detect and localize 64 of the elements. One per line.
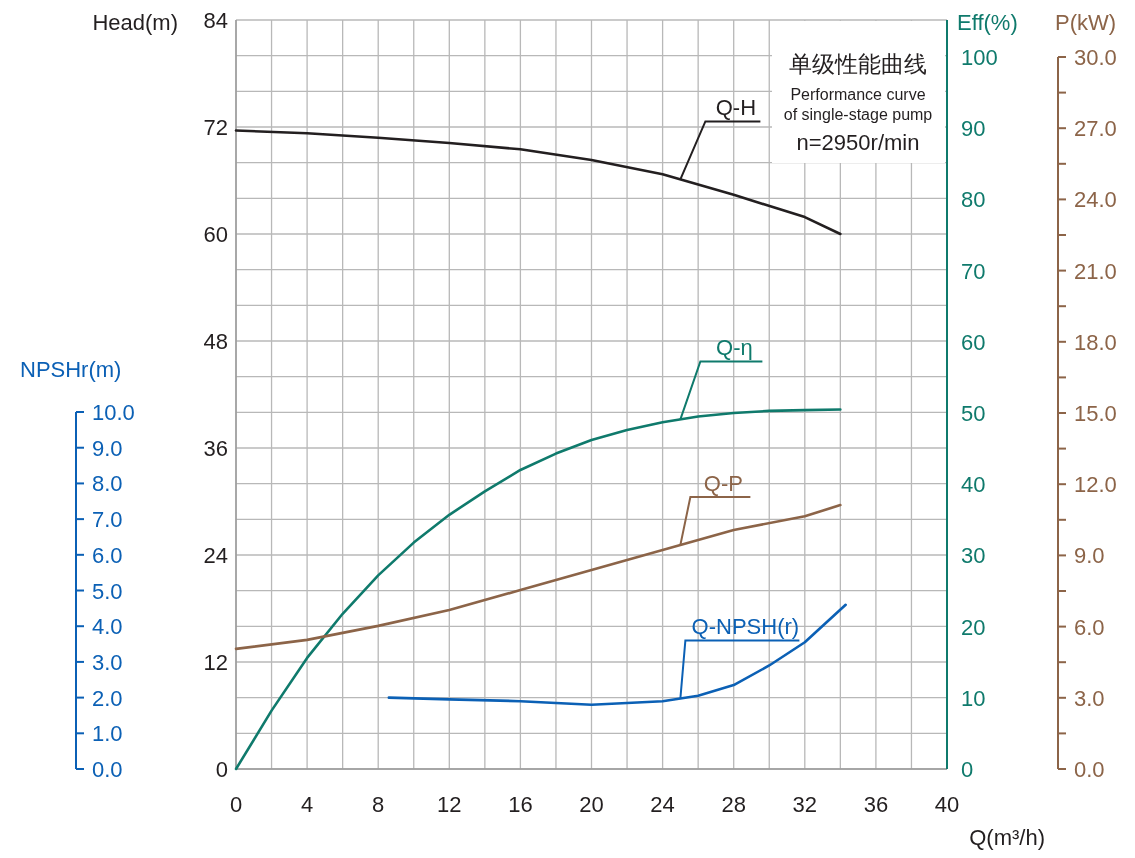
x-tick-label: 4 bbox=[300, 792, 314, 817]
y-tick-label: 6.0 bbox=[92, 542, 123, 568]
y-tick-label: 24 bbox=[203, 543, 228, 568]
y2-tick-label: 10 bbox=[961, 685, 986, 711]
annotation: Performance curve bbox=[790, 86, 926, 103]
y-tick-label: 5.0 bbox=[92, 578, 123, 604]
annotation: 单级性能曲线 bbox=[789, 51, 927, 77]
x-tick-label: 24 bbox=[650, 792, 675, 817]
y3-tick-label: 3.0 bbox=[1074, 685, 1105, 711]
y2-tick-label: 50 bbox=[961, 401, 986, 427]
y-axis-title: Head(m) bbox=[92, 10, 178, 35]
y3-tick-label: 6.0 bbox=[1074, 614, 1105, 640]
x-tick-label: 28 bbox=[721, 792, 746, 817]
y2-tick-label: 20 bbox=[961, 614, 986, 640]
y2-tick-label: 60 bbox=[961, 329, 986, 355]
y2-tick-label: 80 bbox=[961, 187, 986, 213]
y3-tick-label: 15.0 bbox=[1074, 401, 1117, 426]
y-tick-label: 2.0 bbox=[92, 685, 123, 711]
y3-tick-label: 9.0 bbox=[1074, 543, 1105, 569]
y-tick-label: 1.0 bbox=[92, 721, 123, 747]
y-tick-label: 0.0 bbox=[92, 757, 123, 782]
series-label: Q-NPSH(r) bbox=[691, 614, 800, 640]
y-tick-label: 9.0 bbox=[92, 435, 123, 461]
y-tick-label: 8.0 bbox=[92, 471, 123, 497]
y-tick-label: 4.0 bbox=[92, 614, 123, 640]
y2-tick-label: 90 bbox=[961, 116, 986, 142]
y3-axis-title: P(kW) bbox=[1055, 10, 1117, 35]
x-tick-label: 8 bbox=[372, 792, 385, 817]
y-tick-label: 36 bbox=[203, 436, 228, 461]
x-tick-label: 40 bbox=[934, 792, 960, 817]
annotation: of single-stage pump bbox=[783, 106, 933, 123]
x-tick-label: 12 bbox=[437, 792, 462, 817]
y3-tick-label: 0.0 bbox=[1074, 757, 1105, 782]
y-tick-label: 7.0 bbox=[92, 507, 123, 533]
y3-tick-label: 30.0 bbox=[1074, 45, 1117, 70]
x-tick-label: 36 bbox=[863, 792, 889, 817]
y3-tick-label: 18.0 bbox=[1074, 329, 1117, 355]
x-tick-label: 16 bbox=[508, 792, 533, 817]
y-tick-label: 12 bbox=[203, 650, 228, 675]
y3-tick-label: 27.0 bbox=[1074, 116, 1117, 142]
y2-axis-title: Eff(%) bbox=[957, 10, 1018, 35]
y-tick-label: 72 bbox=[203, 115, 228, 140]
y3-tick-label: 24.0 bbox=[1074, 187, 1117, 213]
y-tick-label: 0 bbox=[215, 757, 228, 782]
y-tick-label: 10.0 bbox=[92, 400, 135, 426]
annotation: n=2950r/min bbox=[796, 130, 920, 155]
text: Q-η bbox=[716, 335, 753, 361]
y-tick-label: 84 bbox=[203, 8, 228, 33]
y-tick-label: 3.0 bbox=[92, 649, 123, 675]
y3-tick-label: 21.0 bbox=[1074, 258, 1117, 284]
y2-tick-label: 30 bbox=[961, 543, 986, 569]
y-tick-label: 48 bbox=[203, 329, 228, 354]
y2-tick-label: 70 bbox=[961, 258, 986, 284]
y2-tick-label: 40 bbox=[961, 472, 986, 498]
x-tick-label: 32 bbox=[792, 792, 818, 817]
y-tick-label: 60 bbox=[203, 222, 228, 247]
y-axis-title: NPSHr(m) bbox=[20, 357, 122, 382]
x-tick-label: 20 bbox=[579, 792, 604, 817]
y2-tick-label: 100 bbox=[961, 45, 998, 71]
series-label: Q-P bbox=[703, 470, 743, 496]
y2-tick-label: 0 bbox=[961, 757, 974, 782]
y3-tick-label: 12.0 bbox=[1074, 472, 1117, 498]
text: Q-H bbox=[715, 95, 757, 121]
x-axis-title: Q(m³/h) bbox=[969, 825, 1045, 850]
